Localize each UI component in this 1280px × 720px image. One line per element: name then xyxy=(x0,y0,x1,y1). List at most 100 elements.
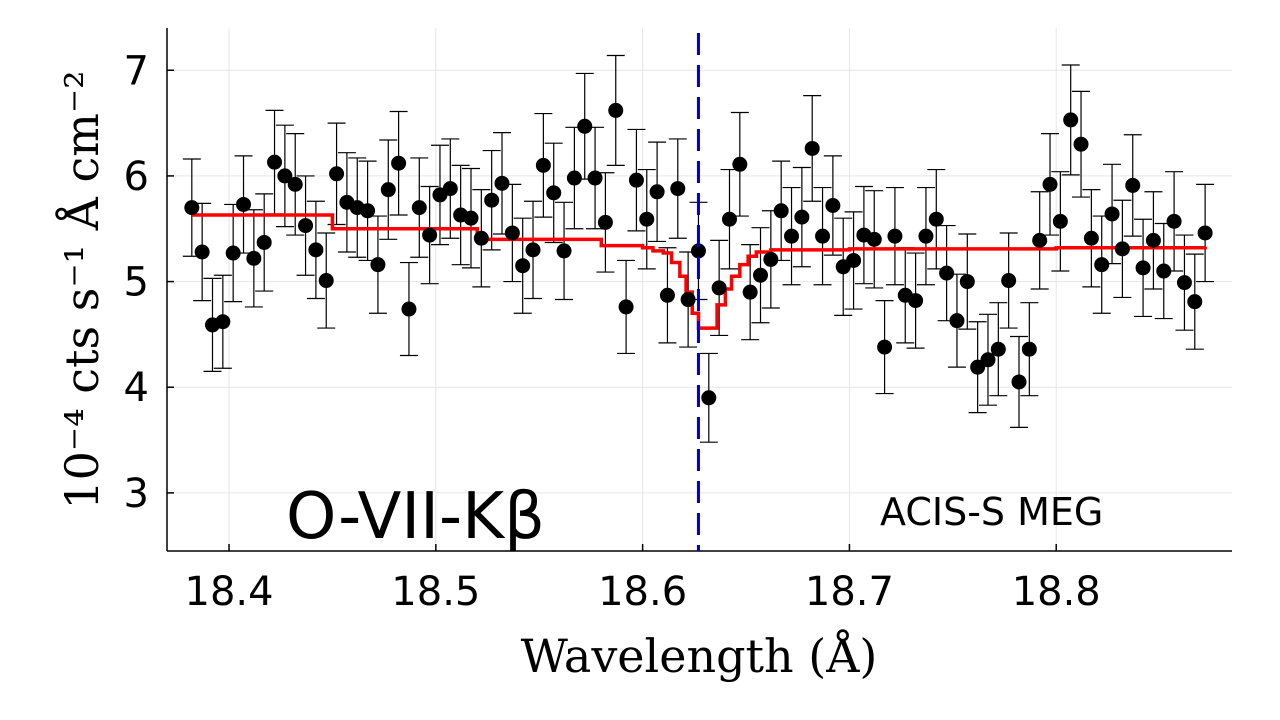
data-point xyxy=(546,185,562,201)
data-point xyxy=(1094,257,1110,273)
data-point xyxy=(825,198,841,214)
data-point xyxy=(846,252,862,268)
data-point xyxy=(1021,341,1037,357)
data-point xyxy=(442,181,458,197)
y-tick-label: 4 xyxy=(124,365,149,411)
x-tick-label: 18.5 xyxy=(391,569,480,615)
data-point xyxy=(380,182,396,198)
data-point xyxy=(1166,213,1182,229)
data-point xyxy=(659,287,675,303)
line-name-label: O-VII-Kβ xyxy=(286,480,545,554)
data-point xyxy=(970,359,986,375)
data-point xyxy=(804,140,820,156)
data-point xyxy=(1073,136,1089,152)
data-point xyxy=(939,265,955,281)
data-point xyxy=(918,228,934,244)
data-point xyxy=(732,156,748,172)
data-point xyxy=(1135,260,1151,276)
x-tick-label: 18.7 xyxy=(805,569,894,615)
data-point xyxy=(721,211,737,227)
x-tick-label: 18.8 xyxy=(1012,569,1101,615)
data-point xyxy=(690,243,706,259)
data-point xyxy=(308,242,324,258)
data-point xyxy=(639,211,655,227)
data-point xyxy=(753,267,769,283)
data-point xyxy=(463,210,479,226)
data-point xyxy=(763,251,779,267)
data-point xyxy=(773,203,789,219)
y-axis-label: 10⁻⁴ cts s⁻¹ Å cm⁻² xyxy=(54,70,109,509)
data-point xyxy=(360,203,376,219)
y-tick-label: 5 xyxy=(124,260,149,306)
data-point xyxy=(597,214,613,230)
data-points xyxy=(184,102,1213,406)
data-point xyxy=(959,274,975,290)
data-point xyxy=(608,102,624,118)
data-point xyxy=(194,244,210,260)
data-point xyxy=(711,280,727,296)
data-point xyxy=(1187,294,1203,310)
data-point xyxy=(277,168,293,184)
data-point xyxy=(1011,374,1027,390)
data-point xyxy=(1104,206,1120,222)
data-point xyxy=(329,166,345,182)
model-curve xyxy=(191,213,1207,330)
data-point xyxy=(215,314,231,330)
data-point xyxy=(556,243,572,259)
data-point xyxy=(887,228,903,244)
data-point xyxy=(535,157,551,173)
data-point xyxy=(1083,230,1099,246)
data-point xyxy=(1156,263,1172,279)
data-point xyxy=(928,211,944,227)
data-point xyxy=(267,154,283,170)
data-point xyxy=(525,242,541,258)
data-point xyxy=(1032,232,1048,248)
y-tick-label: 6 xyxy=(124,154,149,200)
data-point xyxy=(1001,273,1017,289)
data-point xyxy=(1176,275,1192,291)
data-point xyxy=(391,155,407,171)
data-point xyxy=(515,258,531,274)
data-point xyxy=(411,200,427,216)
data-point xyxy=(908,293,924,309)
data-point xyxy=(422,227,438,243)
data-point xyxy=(484,192,500,208)
data-point xyxy=(1063,112,1079,128)
data-point xyxy=(649,184,665,200)
data-point xyxy=(504,225,520,241)
data-point xyxy=(184,200,200,216)
data-point xyxy=(1145,232,1161,248)
data-point xyxy=(246,250,262,266)
data-point xyxy=(866,231,882,247)
x-tick-label: 18.4 xyxy=(185,569,274,615)
data-point xyxy=(1197,225,1213,241)
data-point xyxy=(949,313,965,329)
x-tick-label: 18.6 xyxy=(598,569,687,615)
data-point xyxy=(680,292,696,308)
data-point xyxy=(701,390,717,406)
tick-labels: 18.4 18.5 18.6 18.7 18.8 3 4 5 6 7 xyxy=(124,48,1101,615)
data-point xyxy=(401,301,417,317)
data-point xyxy=(742,284,758,300)
data-point xyxy=(256,234,272,250)
data-point xyxy=(494,175,510,191)
data-point xyxy=(1125,177,1141,193)
data-point xyxy=(877,339,893,355)
data-point xyxy=(473,230,489,246)
instrument-label: ACIS-S MEG xyxy=(880,490,1103,534)
model-layer xyxy=(191,213,1207,330)
data-point xyxy=(577,118,593,134)
data-point xyxy=(587,170,603,186)
data-point xyxy=(566,170,582,186)
data-point xyxy=(370,257,386,273)
data-point xyxy=(618,299,634,315)
data-point xyxy=(1052,213,1068,229)
data-point xyxy=(318,273,334,289)
data-point xyxy=(225,245,241,261)
data-point xyxy=(990,341,1006,357)
data-point xyxy=(784,228,800,244)
data-point xyxy=(815,228,831,244)
x-axis-label: Wavelength (Å) xyxy=(521,628,878,683)
data-point xyxy=(980,352,996,368)
